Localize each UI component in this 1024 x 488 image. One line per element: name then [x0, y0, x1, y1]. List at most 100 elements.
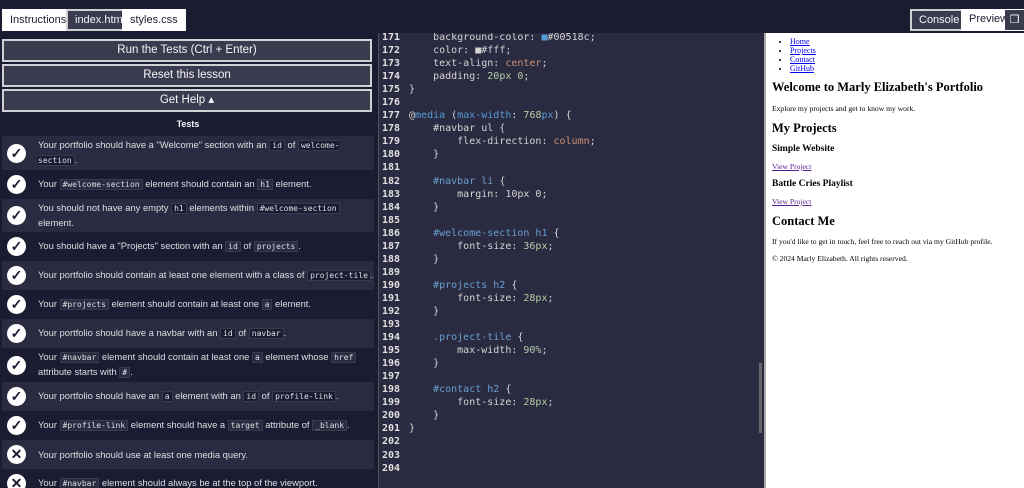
code-line: 180 } — [379, 148, 764, 161]
line-number: 172 — [382, 45, 401, 57]
code-line: 200 } — [379, 409, 764, 422]
code-line: 182 #navbar li { — [379, 175, 764, 188]
inline-code: _blank — [312, 420, 348, 431]
check-circle-icon: ✓ — [7, 387, 26, 406]
preview-project-tile: Simple Website View Project — [772, 144, 1018, 171]
test-text-segment: You should not have any empty — [38, 202, 172, 213]
code-token: ; — [547, 397, 554, 409]
line-number: 195 — [382, 345, 401, 357]
test-text: Your portfolio should use at least one m… — [38, 448, 248, 462]
project-link-wrap: View Project — [772, 162, 1018, 171]
code-token: { — [505, 279, 518, 291]
view-project-link[interactable]: View Project — [772, 162, 812, 171]
line-number: 176 — [382, 97, 401, 109]
inline-code: h1 — [257, 179, 273, 190]
code-line: 186 #welcome-section h1 { — [379, 227, 764, 240]
test-text-segment: attribute starts with — [38, 366, 120, 377]
test-text-segment: element with an — [172, 390, 244, 401]
line-number: 171 — [382, 33, 401, 43]
view-project-link[interactable]: View Project — [772, 197, 812, 206]
test-text: Your portfolio should contain at least o… — [38, 268, 374, 283]
project-title: Battle Cries Playlist — [772, 179, 853, 189]
code-editor[interactable]: 171 background-color: ■#00518c; 172 color… — [378, 33, 764, 488]
preview-nav-item: Projects — [790, 46, 1018, 55]
test-text: Your portfolio should have an a element … — [38, 389, 338, 404]
test-text-segment: Your portfolio should have a "Welcome" s… — [38, 139, 270, 150]
line-number: 181 — [382, 162, 401, 174]
code-token: ; — [547, 292, 554, 304]
preview-nav-link[interactable]: Projects — [790, 46, 816, 55]
line-number: 174 — [382, 71, 401, 83]
test-text: Your portfolio should have a navbar with… — [38, 326, 286, 341]
test-text: Your #navbar element should always be at… — [38, 476, 318, 488]
check-circle-icon: ✓ — [7, 324, 26, 343]
get-help-button[interactable]: Get Help ▴ — [2, 89, 372, 112]
code-line: 197 — [379, 370, 764, 383]
line-number: 182 — [382, 175, 401, 187]
test-text-segment: . — [74, 154, 78, 165]
test-text: Your #navbar element should contain at l… — [38, 350, 374, 380]
test-text: Your #welcome-section element should con… — [38, 177, 311, 192]
inline-code: project-tile — [307, 270, 371, 281]
test-text-segment: . — [370, 269, 374, 280]
code-token: } — [409, 305, 440, 317]
test-item: ✕ Your portfolio should use at least one … — [2, 440, 374, 469]
test-text-segment: Your — [38, 178, 60, 189]
line-number: 196 — [382, 358, 401, 370]
code-token: @ — [409, 110, 416, 122]
test-item: ✕ Your #navbar element should always be a… — [2, 469, 374, 488]
code-token: } — [409, 410, 440, 422]
preview-nav-item: Contact — [790, 55, 1018, 64]
code-token: padding: — [409, 71, 488, 83]
test-text-segment: of — [235, 327, 249, 338]
code-token: center — [505, 58, 542, 70]
preview-nav-link[interactable]: Contact — [790, 55, 815, 64]
code-token: } — [409, 358, 440, 370]
tab-instructions[interactable]: Instructions — [2, 9, 75, 31]
inline-code: target — [227, 420, 263, 431]
code-line: 198 #contact h2 { — [379, 383, 764, 396]
tab-styles-css[interactable]: styles.css — [122, 9, 186, 31]
test-text-segment: Your — [38, 419, 60, 430]
code-token: flex-direction: — [409, 136, 554, 148]
test-text: Your portfolio should have a "Welcome" s… — [38, 138, 374, 168]
test-text-segment: element whose — [262, 351, 332, 362]
code-token: { — [493, 175, 506, 187]
code-token: : — [511, 110, 524, 122]
line-number: 200 — [382, 410, 401, 422]
preview-nav-link[interactable]: Home — [790, 37, 810, 46]
code-token: #00518c; — [547, 33, 596, 43]
code-token: } — [409, 253, 440, 265]
code-line: 174 padding: 20px 0; — [379, 70, 764, 83]
code-token: column — [553, 136, 590, 148]
code-token: color: — [409, 45, 476, 57]
preview-label: Preview — [969, 13, 1009, 25]
code-token: background-color: — [409, 33, 542, 43]
code-line: 189 — [379, 266, 764, 279]
line-number: 198 — [382, 384, 401, 396]
code-token: { — [547, 227, 560, 239]
code-token: #welcome-section h1 — [409, 227, 548, 239]
code-token: media — [415, 110, 446, 122]
code-line: 190 #projects h2 { — [379, 279, 764, 292]
check-circle-icon: ✓ — [7, 206, 26, 225]
preview-nav-link[interactable]: GitHub — [790, 64, 814, 73]
code-token: ) { — [553, 110, 572, 122]
console-button[interactable]: Console — [910, 9, 969, 31]
code-token: ■ — [541, 33, 548, 43]
reset-lesson-button[interactable]: Reset this lesson — [2, 64, 372, 87]
code-token: #projects h2 — [409, 279, 506, 291]
test-text: Your #profile-link element should have a… — [38, 418, 350, 433]
test-item: ✓ You should not have any empty h1 elemen… — [2, 199, 374, 232]
code-token: #contact h2 — [409, 384, 500, 396]
run-tests-button[interactable]: Run the Tests (Ctrl + Enter) — [2, 39, 372, 62]
code-token: margin: 10px 0; — [409, 188, 548, 200]
inline-code: href — [331, 352, 357, 363]
code-line: 179 flex-direction: column; — [379, 135, 764, 148]
code-line: 181 — [379, 161, 764, 174]
check-circle-icon: ✓ — [7, 237, 26, 256]
editor-scrollbar[interactable] — [759, 363, 762, 433]
popout-icon[interactable]: ❐ — [1005, 10, 1024, 30]
test-text-segment: of — [284, 139, 298, 150]
test-text-segment: element. — [38, 217, 74, 228]
